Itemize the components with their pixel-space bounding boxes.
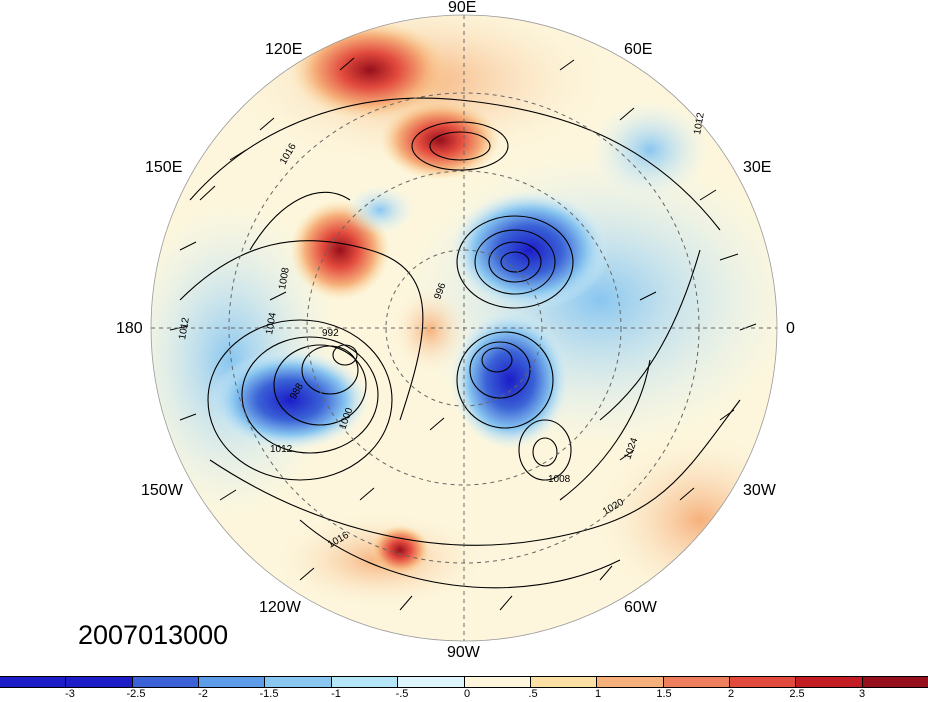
lon-label-60e: 60E	[624, 41, 653, 58]
colorbar-tick: .5	[528, 688, 538, 700]
colorbar-swatch	[199, 677, 266, 687]
colorbar-tick: -2.5	[126, 688, 146, 700]
colorbar-swatch	[132, 677, 200, 687]
lon-label-150w: 150W	[141, 482, 183, 499]
colorbar	[0, 676, 928, 688]
contour-label: 1012	[270, 444, 293, 455]
colorbar-tick: 2	[727, 688, 735, 700]
colorbar-swatch	[530, 677, 598, 687]
colorbar-swatch	[66, 677, 133, 687]
lon-label-60w: 60W	[624, 599, 657, 616]
lon-label-90w: 90W	[447, 644, 480, 661]
lon-label-180: 180	[116, 320, 143, 337]
anomaly-low-blue	[590, 100, 710, 200]
anomaly-field	[151, 15, 777, 641]
colorbar-swatch	[862, 677, 928, 687]
lon-label-90e: 90E	[448, 0, 477, 16]
anomaly-high-red	[380, 100, 500, 180]
colorbar-swatch	[796, 677, 863, 687]
colorbar-swatch	[729, 677, 797, 687]
colorbar-swatch	[331, 677, 399, 687]
colorbar-swatch	[663, 677, 730, 687]
contour-label: 1004	[264, 311, 279, 335]
lon-label-30w: 30W	[743, 482, 776, 499]
anomaly-low-blue	[210, 350, 370, 450]
lon-label-150e: 150E	[145, 159, 183, 176]
colorbar-tick: -1	[331, 688, 341, 700]
colorbar-swatch	[0, 677, 67, 687]
isobar-contours	[179, 97, 741, 589]
colorbar-swatch	[398, 677, 465, 687]
graticule	[151, 15, 777, 641]
colorbar-tick: -1.5	[259, 688, 279, 700]
colorbar-swatch	[597, 677, 664, 687]
anomaly-high-red	[290, 20, 450, 120]
lon-label-120w: 120W	[259, 599, 301, 616]
colorbar-tick: -.5	[395, 688, 409, 700]
colorbar-tick-labels: -3 -2.5 -2 -1.5 -1 -.5 0 .5 1 1.5 2 2.5 …	[0, 688, 928, 702]
anomaly-high-red	[390, 285, 470, 375]
colorbar-tick: 2.5	[789, 688, 805, 700]
contour-label: 1008	[548, 474, 571, 485]
contour-label: 992	[322, 328, 339, 339]
anomaly-high-red	[370, 525, 430, 575]
lon-label-30e: 30E	[743, 159, 772, 176]
colorbar-tick: 3	[858, 688, 866, 700]
colorbar-tick: 0	[463, 688, 471, 700]
colorbar-tick: 1.5	[656, 688, 672, 700]
map-boundary	[150, 14, 778, 642]
contour-label: 1008	[277, 266, 292, 290]
lon-label-0: 0	[786, 320, 795, 337]
colorbar-tick: -2	[198, 688, 208, 700]
colorbar-swatch	[464, 677, 531, 687]
timestamp: 2007013000	[78, 620, 229, 650]
contour-label: 1012	[692, 111, 707, 135]
contour-label: 1012	[177, 316, 192, 340]
colorbar-tick: -3	[65, 688, 75, 700]
anomaly-low-blue	[345, 185, 415, 235]
colorbar-tick: 1	[594, 688, 602, 700]
lon-label-120e: 120E	[265, 41, 303, 58]
colorbar-swatch	[265, 677, 332, 687]
